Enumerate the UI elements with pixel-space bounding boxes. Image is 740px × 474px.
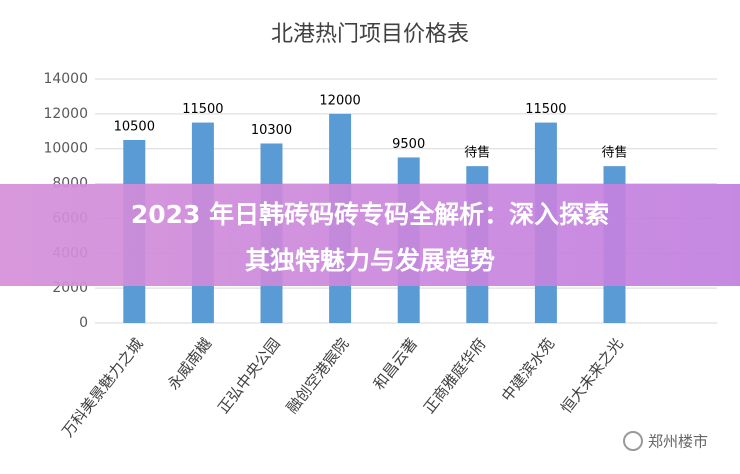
value-label: 12000 (319, 93, 360, 108)
y-tick-label: 12000 (43, 106, 88, 122)
y-tick-label: 10000 (43, 141, 88, 157)
watermark: 郑州楼市 (648, 433, 708, 451)
chart-title: 北港热门项目价格表 (271, 22, 469, 47)
overlay-banner (0, 184, 740, 286)
value-label: 11500 (182, 102, 223, 117)
value-label: 11500 (525, 102, 566, 117)
banner-line: 2023 年日韩砖码砖专码全解析：深入探索 (131, 200, 609, 229)
y-tick-label: 0 (79, 315, 88, 331)
value-label: 待售 (464, 145, 490, 161)
value-label: 10500 (114, 120, 155, 135)
value-label: 10300 (251, 123, 292, 138)
value-label: 待售 (601, 145, 627, 161)
watermark-icon (623, 431, 643, 451)
y-tick-label: 14000 (43, 71, 88, 87)
banner-line: 其独特魅力与发展趋势 (245, 246, 495, 275)
value-label: 9500 (392, 137, 425, 152)
